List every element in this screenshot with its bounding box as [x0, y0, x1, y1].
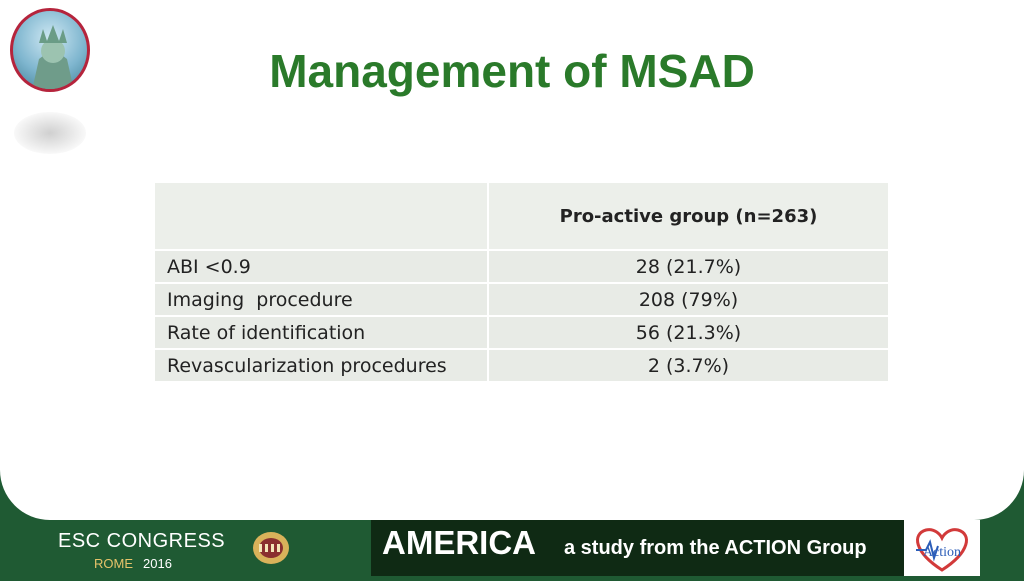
esc-year: 2016: [143, 556, 172, 571]
row-label: ABI <0.9: [155, 251, 489, 284]
colosseum-icon: [248, 524, 294, 570]
america-banner: [371, 520, 904, 576]
esc-congress-logo: ESC CONGRESS: [58, 530, 226, 552]
row-label: Revascularization procedures: [155, 350, 489, 383]
logo-reflection: [14, 112, 86, 154]
table-row: ABI <0.9 28 (21.7%): [155, 251, 890, 284]
table-header-row: Pro-active group (n=263): [155, 183, 890, 251]
row-label: Rate of identification: [155, 317, 489, 350]
data-table: Pro-active group (n=263) ABI <0.9 28 (21…: [155, 183, 890, 383]
statue-of-liberty-icon: [10, 8, 90, 92]
header-cell-label: [155, 183, 489, 251]
row-label: Imaging procedure: [155, 284, 489, 317]
row-value: 56 (21.3%): [489, 317, 890, 350]
page-title: Management of MSAD: [269, 45, 755, 97]
action-logo: Action: [904, 520, 980, 576]
row-value: 28 (21.7%): [489, 251, 890, 284]
america-title: AMERICA: [382, 524, 536, 561]
row-value: 2 (3.7%): [489, 350, 890, 383]
esc-city: ROME: [94, 556, 133, 571]
table-row: Imaging procedure 208 (79%): [155, 284, 890, 317]
table-row: Revascularization procedures 2 (3.7%): [155, 350, 890, 383]
esc-congress-subtitle: ROME 2016: [94, 556, 172, 571]
table-row: Rate of identification 56 (21.3%): [155, 317, 890, 350]
row-value: 208 (79%): [489, 284, 890, 317]
america-subtitle: a study from the ACTION Group: [564, 537, 867, 559]
action-logo-text: Action: [923, 545, 961, 560]
header-cell-group: Pro-active group (n=263): [489, 183, 890, 251]
